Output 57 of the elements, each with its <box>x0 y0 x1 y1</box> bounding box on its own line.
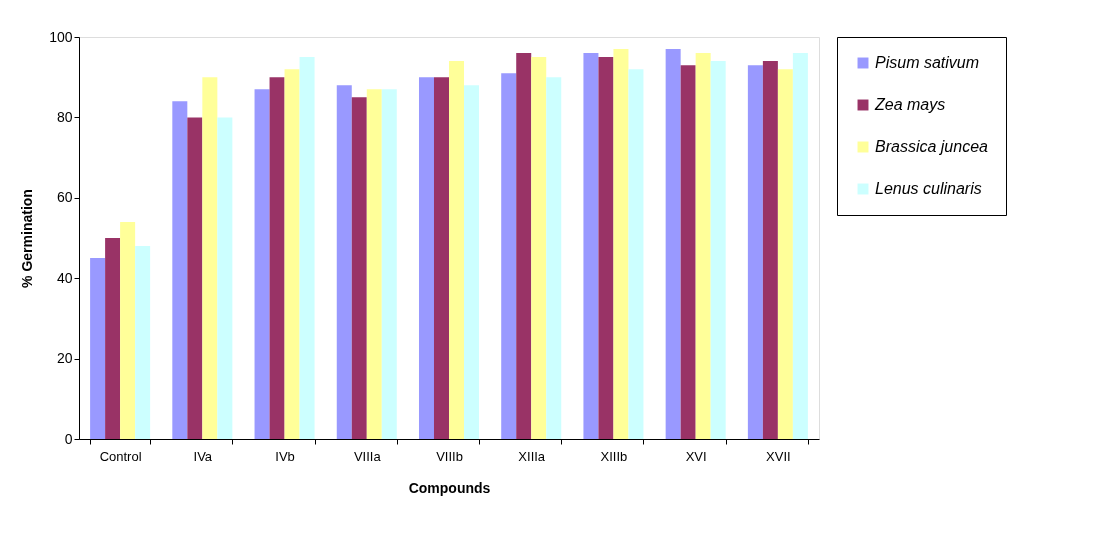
legend-label: Zea mays <box>874 96 946 113</box>
x-tick-label: XVI <box>685 448 707 464</box>
bar <box>613 49 629 439</box>
bar <box>516 53 532 439</box>
bar <box>777 69 793 439</box>
bar <box>105 238 121 439</box>
y-axis-title: % Germination <box>19 189 36 288</box>
bar <box>202 77 218 439</box>
bar <box>433 77 449 439</box>
x-axis-title: Compounds <box>408 479 491 496</box>
legend-label: Brassica juncea <box>875 138 989 155</box>
y-tick-label: 0 <box>64 430 73 447</box>
bar <box>120 221 136 439</box>
bar <box>351 97 367 439</box>
bar <box>546 77 562 439</box>
y-tick-label: 40 <box>56 269 73 286</box>
bar <box>747 65 763 439</box>
bar <box>449 61 465 439</box>
x-tick-label: IVa <box>193 448 213 464</box>
x-tick-label: XIIIa <box>518 448 546 464</box>
bar <box>90 258 106 439</box>
x-tick-label: XVII <box>766 448 791 464</box>
bar <box>418 77 434 439</box>
bar <box>381 89 397 439</box>
y-tick-label: 60 <box>56 189 73 206</box>
bar <box>135 246 151 439</box>
bar <box>464 85 480 439</box>
y-tick-label: 20 <box>56 350 73 367</box>
x-tick-label: VIIIa <box>353 448 382 464</box>
bar <box>217 117 233 439</box>
bar <box>792 53 808 439</box>
bar <box>762 61 778 439</box>
bar <box>269 77 285 439</box>
x-tick-label: VIIIb <box>436 448 463 464</box>
y-tick-label: 80 <box>56 108 73 125</box>
bar <box>501 73 517 439</box>
legend-label: Lenus culinaris <box>875 180 982 197</box>
bar <box>172 101 188 439</box>
legend-label: Pisum sativum <box>875 54 980 71</box>
x-tick-label: XIIIb <box>600 448 628 464</box>
bar <box>598 57 614 439</box>
bar <box>284 69 300 439</box>
x-tick-label: IVb <box>275 448 295 464</box>
bar <box>628 69 644 439</box>
bar <box>254 89 270 439</box>
bar <box>187 117 203 439</box>
bar <box>680 65 696 439</box>
bar <box>366 89 382 439</box>
bar <box>695 53 711 439</box>
y-tick-label: 100 <box>49 28 73 45</box>
bar <box>299 57 315 439</box>
bar <box>583 53 599 439</box>
bar <box>531 57 547 439</box>
bar <box>336 85 352 439</box>
x-tick-label: Control <box>99 448 142 464</box>
bar <box>665 49 681 439</box>
bar <box>710 61 726 439</box>
